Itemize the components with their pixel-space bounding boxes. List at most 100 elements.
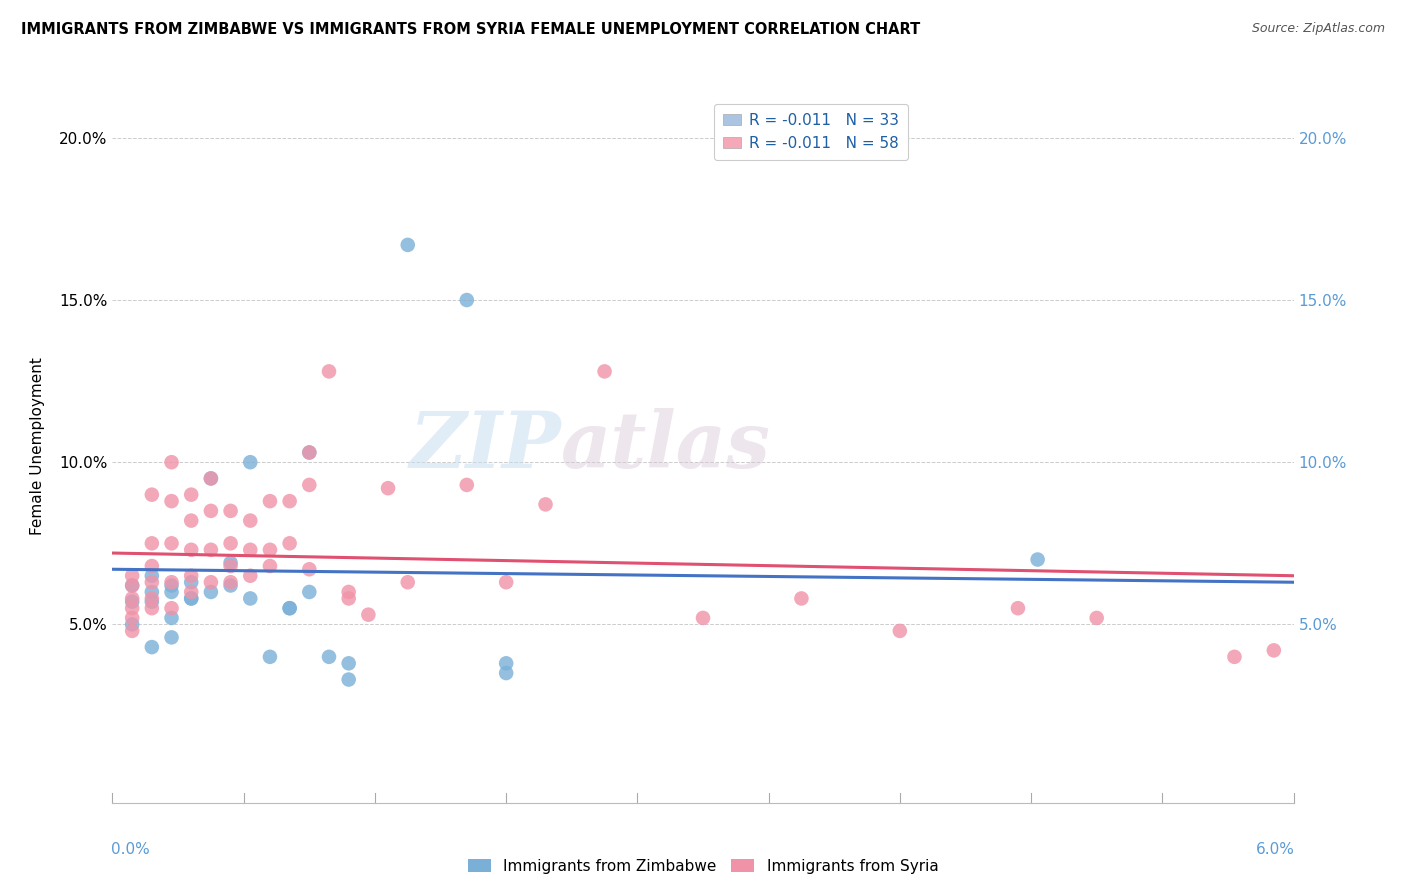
Point (1026, 552, 1049, 566)
Point (180, 585, 202, 599)
Point (1085, 611, 1108, 625)
Point (298, 478, 321, 492)
Point (160, 494, 183, 508)
Legend: R = -0.011   N = 33, R = -0.011   N = 58: R = -0.011 N = 33, R = -0.011 N = 58 (714, 104, 908, 160)
Point (298, 562, 321, 576)
Point (357, 607, 380, 622)
Point (180, 488, 202, 502)
Point (200, 585, 222, 599)
Point (121, 624, 143, 638)
Point (278, 536, 301, 550)
Point (200, 504, 222, 518)
Point (141, 536, 163, 550)
Point (692, 611, 714, 625)
Point (456, 293, 478, 307)
Point (377, 481, 399, 495)
Point (180, 542, 202, 557)
Point (1263, 643, 1285, 657)
Point (141, 585, 163, 599)
Point (337, 585, 360, 599)
Point (141, 640, 163, 654)
Point (278, 601, 301, 615)
Point (278, 494, 301, 508)
Point (239, 542, 262, 557)
Point (239, 455, 262, 469)
Point (790, 591, 813, 606)
Point (121, 611, 143, 625)
Text: ZIP: ZIP (409, 408, 561, 484)
Point (141, 575, 163, 590)
Point (121, 591, 143, 606)
Point (200, 471, 222, 485)
Point (337, 657, 360, 671)
Point (121, 578, 143, 592)
Point (141, 601, 163, 615)
Y-axis label: Female Unemployment: Female Unemployment (31, 357, 45, 535)
Point (160, 631, 183, 645)
Legend: Immigrants from Zimbabwe, Immigrants from Syria: Immigrants from Zimbabwe, Immigrants fro… (461, 853, 945, 880)
Point (278, 601, 301, 615)
Point (160, 611, 183, 625)
Point (259, 542, 281, 557)
Text: Source: ZipAtlas.com: Source: ZipAtlas.com (1251, 22, 1385, 36)
Point (141, 488, 163, 502)
Point (141, 559, 163, 574)
Point (889, 624, 911, 638)
Point (121, 595, 143, 609)
Point (180, 514, 202, 528)
Point (200, 471, 222, 485)
Point (141, 591, 163, 606)
Point (160, 578, 183, 592)
Point (259, 559, 281, 574)
Point (180, 568, 202, 582)
Point (337, 591, 360, 606)
Text: 6.0%: 6.0% (1256, 842, 1295, 857)
Point (1223, 649, 1246, 664)
Point (219, 504, 242, 518)
Point (141, 568, 163, 582)
Point (337, 673, 360, 687)
Point (259, 494, 281, 508)
Point (298, 585, 321, 599)
Point (160, 575, 183, 590)
Point (219, 536, 242, 550)
Text: atlas: atlas (561, 408, 770, 484)
Text: IMMIGRANTS FROM ZIMBABWE VS IMMIGRANTS FROM SYRIA FEMALE UNEMPLOYMENT CORRELATIO: IMMIGRANTS FROM ZIMBABWE VS IMMIGRANTS F… (21, 22, 921, 37)
Point (495, 575, 517, 590)
Point (219, 578, 242, 592)
Point (219, 556, 242, 570)
Point (298, 445, 321, 459)
Point (121, 601, 143, 615)
Point (495, 657, 517, 671)
Point (160, 601, 183, 615)
Point (456, 478, 478, 492)
Point (318, 364, 340, 378)
Point (180, 575, 202, 590)
Point (298, 445, 321, 459)
Point (121, 617, 143, 632)
Point (200, 575, 222, 590)
Point (141, 595, 163, 609)
Point (180, 591, 202, 606)
Text: 0.0%: 0.0% (111, 842, 150, 857)
Point (121, 578, 143, 592)
Point (160, 536, 183, 550)
Point (239, 591, 262, 606)
Point (318, 649, 340, 664)
Point (160, 585, 183, 599)
Point (1007, 601, 1029, 615)
Point (396, 238, 419, 252)
Point (219, 575, 242, 590)
Point (534, 497, 557, 511)
Point (239, 514, 262, 528)
Point (200, 542, 222, 557)
Point (593, 364, 616, 378)
Point (160, 455, 183, 469)
Point (121, 568, 143, 582)
Point (259, 649, 281, 664)
Point (396, 575, 419, 590)
Point (239, 568, 262, 582)
Point (219, 559, 242, 574)
Point (180, 591, 202, 606)
Point (495, 666, 517, 681)
